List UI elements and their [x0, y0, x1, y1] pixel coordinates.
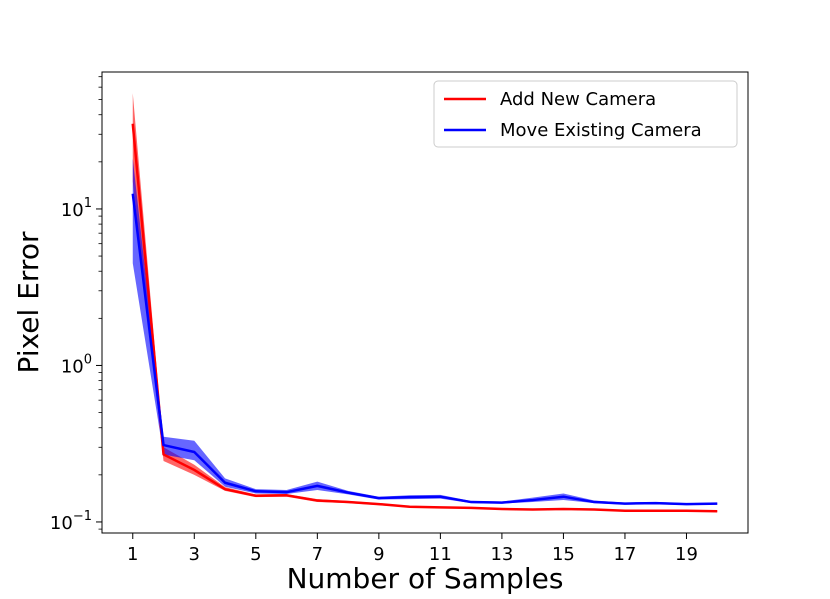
legend-box — [433, 80, 738, 148]
band-series-1 — [132, 158, 718, 506]
x-tick-label: 13 — [490, 544, 513, 565]
x-tick-label: 17 — [613, 544, 636, 565]
x-tick-label: 11 — [429, 544, 452, 565]
x-tick-label: 5 — [250, 544, 261, 565]
x-tick-label: 7 — [312, 544, 323, 565]
x-axis-title: Number of Samples — [287, 562, 564, 595]
legend: Add New Camera Move Existing Camera — [433, 80, 738, 148]
y-tick-label: 10−1 — [50, 509, 92, 534]
x-tick-label: 1 — [127, 544, 138, 565]
line-series-1 — [131, 193, 718, 506]
legend-label: Add New Camera — [500, 89, 656, 110]
x-tick-label: 9 — [373, 544, 384, 565]
x-tick-label: 19 — [675, 544, 698, 565]
y-axis-title: Pixel Error — [12, 231, 45, 373]
legend-label: Move Existing Camera — [500, 120, 702, 141]
x-tick-label: 3 — [189, 544, 200, 565]
band-series-0 — [132, 93, 718, 512]
y-tick-label: 101 — [61, 196, 92, 221]
y-tick-label: 100 — [61, 352, 92, 377]
line-series-0 — [131, 123, 718, 513]
axes-frame — [101, 71, 749, 534]
x-tick-label: 15 — [552, 544, 575, 565]
